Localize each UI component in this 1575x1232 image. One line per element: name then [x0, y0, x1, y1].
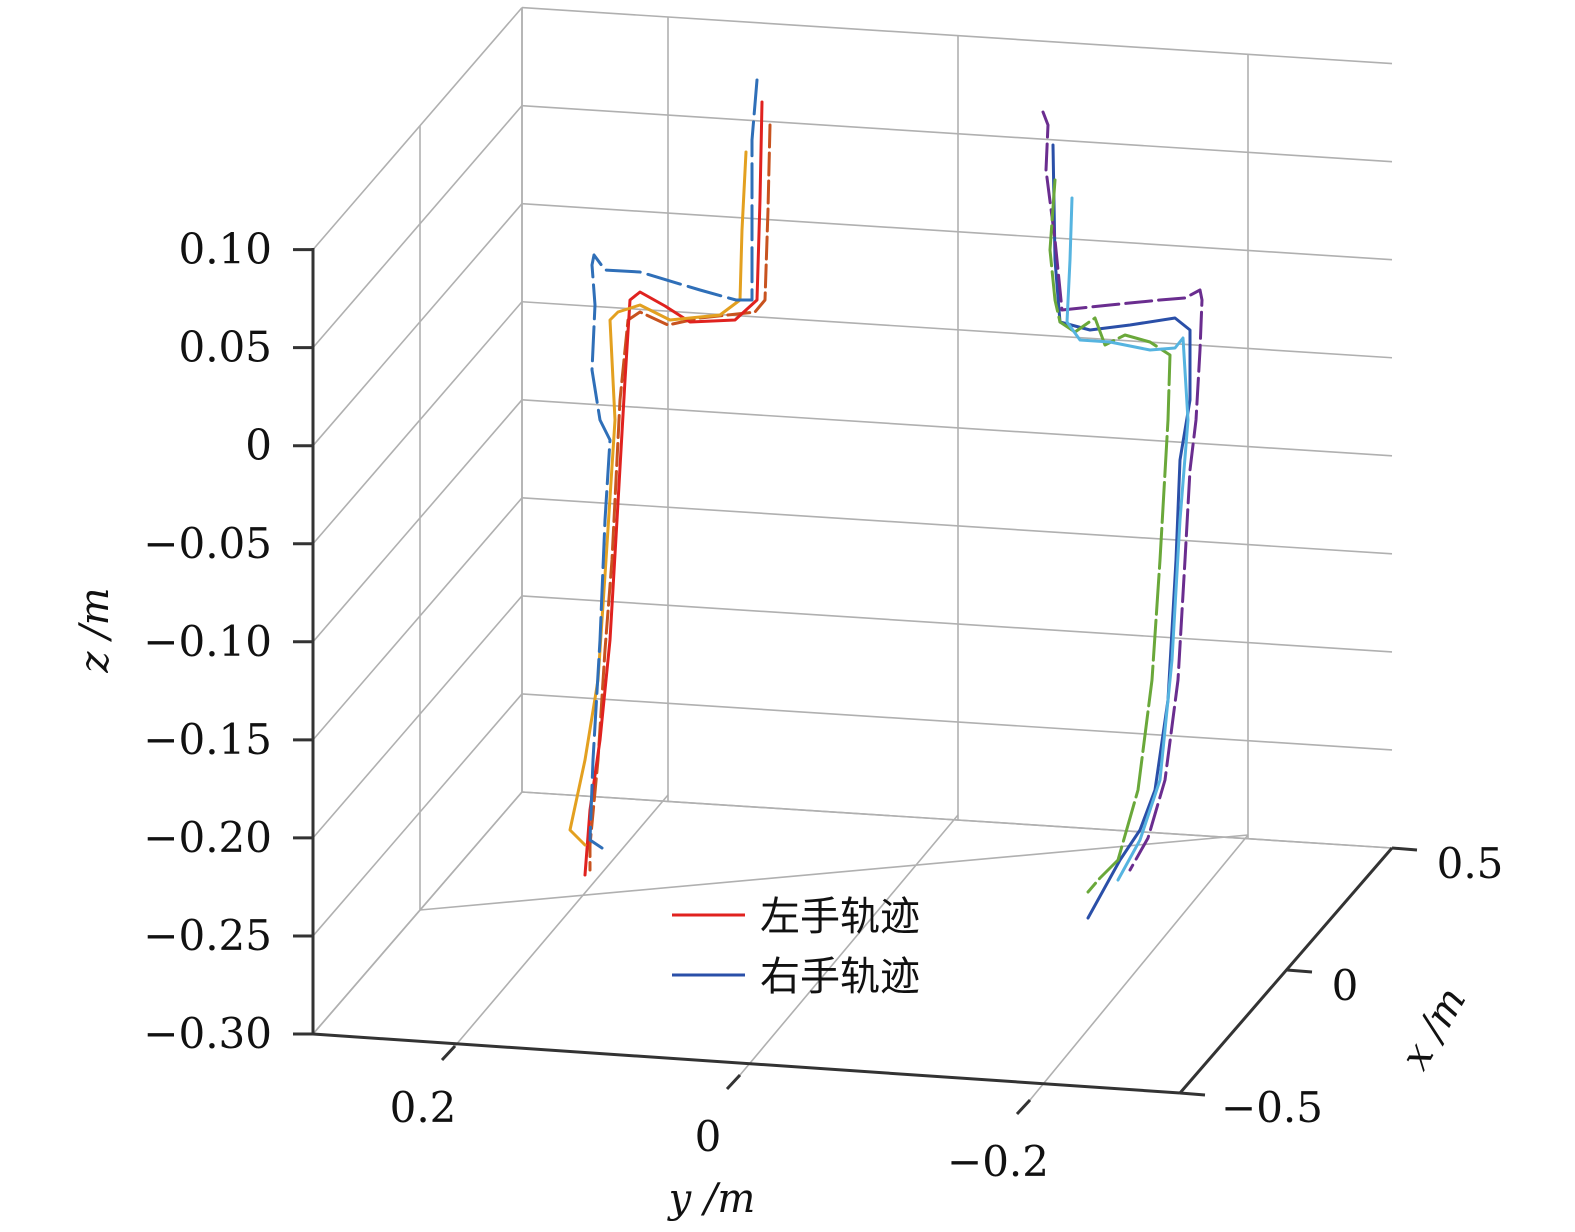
- grid-back-wall-line: [521, 497, 1393, 555]
- grid-floor-depth-line: [1029, 834, 1249, 1101]
- trajectory-series-7: [1065, 196, 1190, 882]
- grid-floor-depth-line: [454, 794, 669, 1047]
- z-tick-label: −0.05: [143, 519, 272, 568]
- axes: [293, 248, 1418, 1116]
- grid-left-wall-line: [312, 203, 523, 447]
- x-tick-label: −0.5: [1221, 1083, 1323, 1132]
- grid-left-wall-line: [312, 7, 523, 251]
- x-tick-mark: [1391, 846, 1418, 852]
- y-tick-mark: [725, 1073, 742, 1091]
- grid-floor-edge: [312, 791, 523, 1035]
- trajectories: [568, 78, 1204, 920]
- z-tick-label: 0.10: [178, 225, 272, 274]
- y-tick-mark: [1015, 1098, 1032, 1116]
- grid-back-wall-line: [521, 300, 1393, 359]
- x-tick-mark: [1286, 968, 1313, 974]
- grid-floor-width-line: [419, 834, 1249, 911]
- trajectory-series-2: [568, 150, 748, 847]
- legend: 左手轨迹 右手轨迹: [672, 894, 920, 1000]
- grid-back-wall-line: [521, 104, 1393, 163]
- x-tick-label: 0: [1332, 961, 1359, 1010]
- tick-labels: 0.100.050−0.05−0.10−0.15−0.20−0.25−0.300…: [143, 225, 1503, 1186]
- x-tick-label: 0.5: [1437, 839, 1504, 888]
- y-tick-mark: [440, 1044, 457, 1062]
- x-axis-line: [1178, 847, 1394, 1094]
- z-tick-label: −0.20: [143, 813, 272, 862]
- legend-label-right: 右手轨迹: [760, 954, 920, 1000]
- grid-back-wall-line: [521, 6, 1393, 65]
- z-axis-label: z /m: [72, 587, 118, 673]
- x-axis-label: x /m: [1392, 979, 1475, 1077]
- trajectory-series-4: [1051, 143, 1192, 920]
- grid-left-wall-line: [312, 301, 523, 545]
- y-tick-label: 0.2: [390, 1083, 457, 1132]
- trajectory-series-3: [588, 78, 759, 850]
- z-tick-label: −0.25: [143, 911, 272, 960]
- legend-label-left: 左手轨迹: [760, 894, 920, 940]
- grid-left-wall-line: [312, 497, 523, 741]
- y-axis-label: y /m: [667, 1176, 756, 1222]
- grid-left-wall-line: [312, 693, 523, 937]
- y-tick-label: 0: [695, 1112, 722, 1161]
- grid-back-wall-line: [521, 399, 1393, 457]
- grid-back-wall-line: [521, 693, 1393, 751]
- x-tick-mark: [1179, 1091, 1206, 1097]
- grid-floor-depth-line: [739, 814, 959, 1076]
- y-tick-label: −0.2: [947, 1137, 1049, 1186]
- trajectory-series-5: [1041, 110, 1204, 872]
- z-tick-label: −0.15: [143, 715, 272, 764]
- y-axis-line: [312, 1032, 1181, 1095]
- grid-back-wall-line: [521, 595, 1393, 653]
- grid-left-wall-line: [312, 105, 523, 349]
- z-tick-label: 0: [245, 421, 272, 470]
- grid-left-wall-line: [312, 399, 523, 643]
- grid-floor-width-line: [521, 791, 1393, 849]
- z-tick-label: 0.05: [178, 323, 272, 372]
- z-tick-label: −0.10: [143, 617, 272, 666]
- trajectory-series-6: [1048, 178, 1172, 894]
- z-tick-label: −0.30: [143, 1009, 272, 1058]
- grid-left-wall-line: [312, 595, 523, 839]
- grid-back-wall-line: [521, 202, 1393, 261]
- trajectory-series-1: [583, 100, 764, 877]
